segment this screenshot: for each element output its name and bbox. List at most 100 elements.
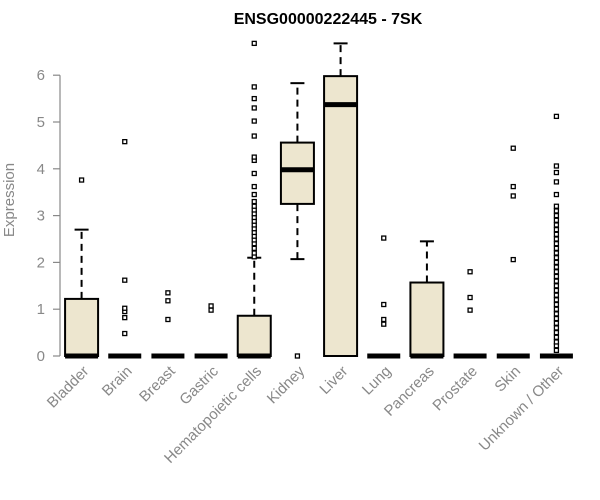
y-tick-label-6: 6 — [37, 67, 45, 84]
x-tick-label-lung: Lung — [359, 363, 395, 399]
box-pancreas — [409, 240, 445, 359]
outlier-point — [122, 277, 128, 283]
outlier-point — [122, 305, 128, 311]
outlier-point — [553, 163, 560, 169]
outlier-point — [553, 226, 560, 233]
outlier-point — [510, 256, 516, 263]
outlier-point — [553, 315, 560, 322]
box-body — [64, 297, 100, 357]
outlier-point — [165, 298, 171, 304]
outlier-point — [553, 231, 560, 237]
box-brain — [108, 139, 142, 359]
box-body — [323, 75, 359, 358]
outlier-point — [251, 40, 257, 47]
outlier-point — [251, 250, 257, 256]
x-tick-label-breast: Breast — [136, 362, 179, 405]
outlier-point — [251, 118, 257, 124]
outlier-point — [510, 193, 516, 199]
box-body — [409, 281, 445, 357]
box-gastric — [194, 303, 228, 359]
outlier-point — [381, 316, 387, 323]
outlier-point — [553, 217, 560, 223]
outlier-point — [553, 241, 560, 247]
box-liver — [323, 42, 359, 358]
outlier-point — [553, 339, 560, 345]
outlier-point — [553, 208, 560, 214]
box-lung — [367, 235, 401, 359]
outlier-point — [553, 264, 560, 270]
x-tick-label-liver: Liver — [316, 363, 351, 398]
box-unknown-other — [539, 113, 573, 359]
outlier-point — [553, 311, 560, 317]
outlier-point — [553, 191, 560, 198]
boxes-group — [64, 40, 573, 359]
outlier-point — [553, 273, 560, 280]
outlier-point — [553, 179, 560, 185]
x-tick-label-prostate: Prostate — [429, 363, 481, 415]
outlier-point — [553, 334, 560, 340]
outlier-point — [251, 133, 257, 139]
outlier-point — [553, 113, 560, 120]
outlier-point — [553, 169, 560, 176]
outlier-point — [251, 191, 257, 198]
outlier-point — [553, 255, 560, 261]
box-prostate — [453, 269, 487, 359]
y-axis: 0 1 2 3 4 5 6 — [37, 67, 61, 365]
x-tick-label-skin: Skin — [491, 363, 524, 396]
outlier-point — [381, 235, 387, 241]
outlier-point — [553, 292, 560, 298]
outlier-point — [381, 301, 387, 308]
outlier-point — [553, 347, 560, 354]
outlier-point — [553, 306, 560, 312]
y-axis-label: Expression — [1, 163, 18, 237]
outlier-point — [251, 245, 257, 252]
outlier-point — [251, 95, 257, 102]
outlier-point — [251, 183, 257, 190]
outlier-point — [553, 222, 560, 228]
outlier-point — [553, 212, 560, 219]
outlier-point — [553, 283, 560, 289]
outlier-point — [381, 321, 387, 327]
outlier-point — [251, 84, 257, 90]
outlier-point — [553, 236, 560, 242]
outlier-point — [553, 278, 560, 284]
box-body — [279, 141, 315, 205]
outlier-point — [251, 170, 257, 177]
x-tick-label-bladder: Bladder — [44, 363, 93, 412]
x-tick-label-brain: Brain — [99, 363, 136, 400]
outlier-point — [467, 269, 473, 275]
outlier-point — [467, 307, 473, 313]
chart-title: ENSG00000222445 - 7SK — [234, 11, 423, 28]
box-body — [236, 314, 272, 358]
outlier-point — [122, 330, 128, 337]
y-tick-label-5: 5 — [37, 114, 45, 131]
y-tick-label-3: 3 — [37, 208, 45, 225]
outlier-point — [510, 145, 516, 151]
outlier-point — [553, 301, 560, 308]
outlier-point — [294, 353, 301, 359]
y-tick-label-1: 1 — [37, 301, 45, 318]
outlier-point — [165, 290, 171, 296]
outlier-point — [510, 183, 516, 190]
y-tick-label-4: 4 — [37, 161, 45, 178]
y-tick-label-2: 2 — [37, 254, 45, 271]
outlier-point — [553, 325, 560, 331]
outlier-point — [165, 316, 171, 323]
box-breast — [151, 290, 185, 359]
outlier-point — [553, 269, 560, 275]
outlier-point — [208, 307, 214, 313]
outlier-point — [553, 203, 560, 209]
outlier-point — [553, 329, 560, 336]
outlier-point — [553, 320, 560, 326]
outlier-point — [208, 303, 214, 309]
outlier-point — [122, 314, 128, 321]
outlier-point — [467, 294, 473, 301]
outlier-point — [122, 139, 128, 145]
box-bladder — [64, 177, 100, 359]
box-kidney — [279, 82, 315, 359]
outlier-point — [78, 177, 85, 183]
x-tick-label-kidney: Kidney — [264, 362, 309, 407]
box-hematopoietic-cells — [236, 40, 272, 359]
